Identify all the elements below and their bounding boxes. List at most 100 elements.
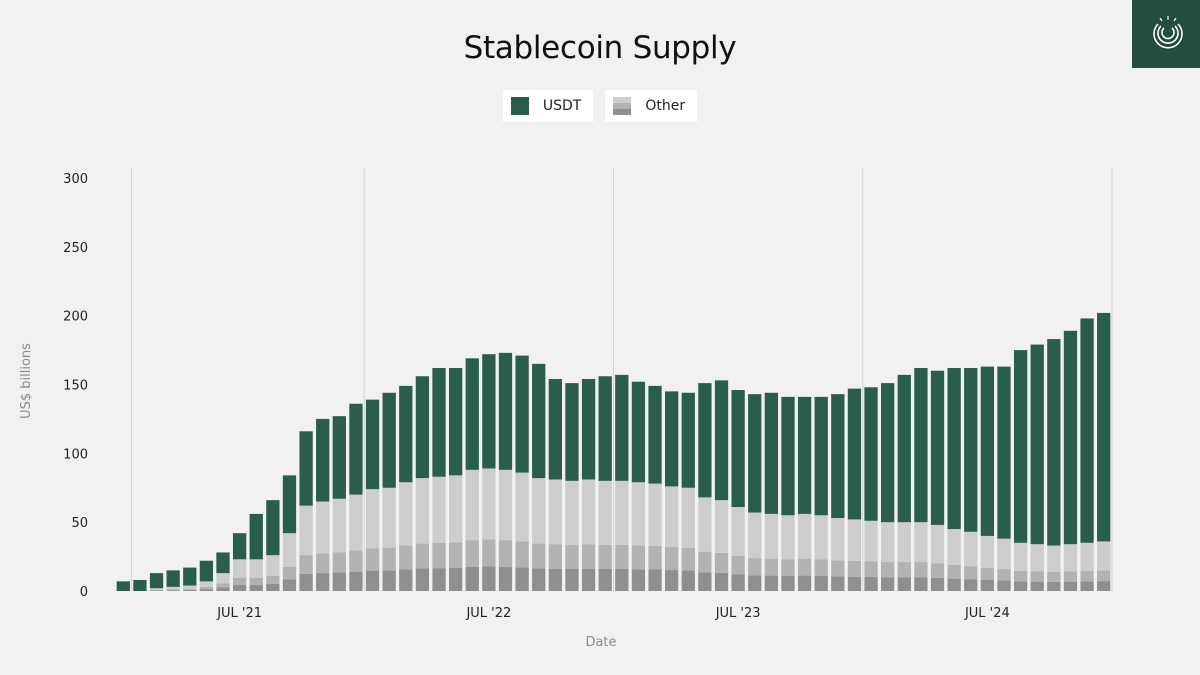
bar-38-other-dark xyxy=(748,575,762,591)
legend: USDT Other xyxy=(0,90,1200,122)
bar-8-other-light xyxy=(249,559,263,578)
bar-30-other-dark xyxy=(615,568,629,591)
bar-54-other-light xyxy=(1013,542,1028,571)
bar-55-usdt xyxy=(1030,344,1044,545)
bar-44-usdt xyxy=(847,388,862,520)
bar-7-other-light xyxy=(232,559,247,578)
y-tick-100: 100 xyxy=(63,447,88,462)
bar-31-other-dark xyxy=(631,569,646,591)
bar-48-other-dark xyxy=(914,577,928,591)
bar-29-usdt xyxy=(598,376,612,481)
bar-24-other-mid xyxy=(515,541,529,568)
bar-16-usdt xyxy=(382,392,396,488)
bar-44-other-light xyxy=(847,519,862,561)
gridlines xyxy=(131,168,1113,591)
bar-45-usdt xyxy=(864,387,878,521)
bar-5-other-dark xyxy=(199,589,214,591)
bar-38-other-mid xyxy=(748,558,762,576)
bar-36-other-light xyxy=(714,500,729,553)
bar-32-other-dark xyxy=(648,569,662,591)
bar-37-other-dark xyxy=(731,574,745,591)
bar-6-other-dark xyxy=(216,587,230,591)
bar-38-usdt xyxy=(748,394,762,513)
bar-29-other-dark xyxy=(598,568,612,591)
bar-16-other-light xyxy=(382,487,396,548)
bar-51-other-dark xyxy=(964,579,978,591)
bar-9-other-mid xyxy=(266,575,280,584)
bar-3-usdt xyxy=(166,570,180,587)
bar-36-other-mid xyxy=(714,552,729,573)
bar-17-other-dark xyxy=(399,569,413,591)
bar-28-other-mid xyxy=(581,544,596,569)
bar-33-other-light xyxy=(665,486,679,548)
bar-39-other-mid xyxy=(764,558,779,576)
bar-33-other-dark xyxy=(665,570,679,591)
bar-35-other-mid xyxy=(698,551,712,573)
bar-20-other-mid xyxy=(448,542,463,568)
bar-21-usdt xyxy=(465,358,479,470)
x-tick-2: JUL '23 xyxy=(715,606,761,621)
bar-11-usdt xyxy=(299,431,313,506)
bar-57-other-dark xyxy=(1063,581,1078,591)
bar-0-usdt xyxy=(116,581,130,591)
bar-52-usdt xyxy=(980,366,995,536)
bar-21-other-mid xyxy=(465,540,479,567)
bar-16-other-mid xyxy=(382,547,396,571)
legend-item-usdt[interactable]: USDT xyxy=(502,90,594,122)
bar-56-other-light xyxy=(1047,545,1061,572)
bar-27-usdt xyxy=(565,383,579,481)
bar-57-usdt xyxy=(1063,330,1078,545)
bar-42-other-light xyxy=(814,515,828,560)
bar-35-usdt xyxy=(698,383,712,498)
chart-title: Stablecoin Supply xyxy=(463,30,737,66)
bar-3-other-mid xyxy=(166,589,180,591)
bar-48-other-mid xyxy=(914,562,928,578)
bar-15-other-light xyxy=(365,489,380,549)
bar-5-other-light xyxy=(199,581,214,587)
bar-13-other-light xyxy=(332,498,346,553)
bar-47-other-mid xyxy=(897,562,911,578)
bar-14-other-dark xyxy=(349,571,363,591)
bar-8-usdt xyxy=(249,513,263,560)
bar-15-other-mid xyxy=(365,548,380,571)
legend-item-other[interactable]: Other xyxy=(605,90,698,122)
bar-41-other-mid xyxy=(797,558,812,576)
bar-32-other-light xyxy=(648,483,662,546)
legend-swatch-usdt xyxy=(510,97,529,115)
bar-33-other-mid xyxy=(665,547,679,571)
bar-37-usdt xyxy=(731,390,745,508)
bar-11-other-mid xyxy=(299,555,313,574)
bar-22-other-light xyxy=(482,468,496,540)
bar-10-usdt xyxy=(282,475,297,534)
bar-56-usdt xyxy=(1047,339,1061,546)
bar-49-usdt xyxy=(930,370,945,525)
bar-17-other-light xyxy=(399,482,413,546)
bar-50-other-dark xyxy=(947,578,961,591)
bar-47-usdt xyxy=(897,374,911,523)
bar-27-other-mid xyxy=(565,544,579,569)
legend-swatch-other xyxy=(613,97,632,115)
y-tick-150: 150 xyxy=(63,379,88,394)
bar-42-other-dark xyxy=(814,575,828,591)
bar-46-other-light xyxy=(881,522,895,563)
bar-59-other-dark xyxy=(1097,581,1111,591)
bar-15-usdt xyxy=(365,399,380,490)
bar-54-other-dark xyxy=(1013,581,1028,591)
bar-33-usdt xyxy=(665,391,679,487)
legend-label-other: Other xyxy=(645,98,686,114)
bar-20-other-light xyxy=(448,475,463,543)
bar-53-usdt xyxy=(997,366,1011,539)
bar-19-usdt xyxy=(432,367,446,477)
bar-6-other-mid xyxy=(216,583,230,588)
bar-14-other-light xyxy=(349,494,363,551)
bar-9-usdt xyxy=(266,500,280,556)
bar-46-usdt xyxy=(881,383,895,523)
x-axis-title: Date xyxy=(585,635,616,650)
bar-54-other-mid xyxy=(1013,570,1028,582)
bar-52-other-dark xyxy=(980,579,995,591)
bar-34-other-mid xyxy=(681,547,695,571)
bar-48-usdt xyxy=(914,367,928,523)
bar-44-other-mid xyxy=(847,560,862,577)
bar-28-other-light xyxy=(581,479,596,545)
bar-23-other-light xyxy=(498,469,513,541)
